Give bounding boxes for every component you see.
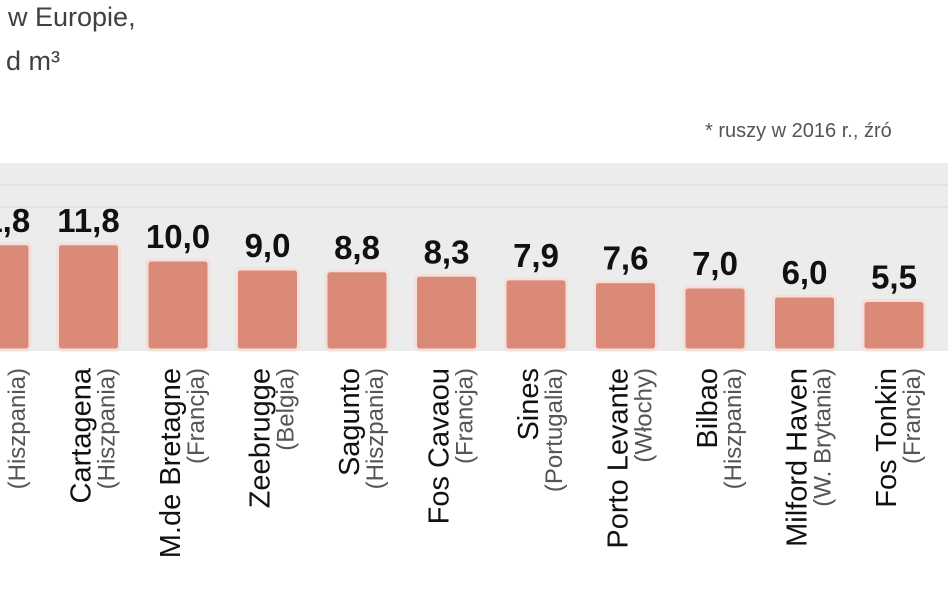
- category-label-1: Cartagena: [66, 367, 98, 503]
- bar-4: [324, 269, 390, 352]
- grid-lines: [0, 184, 948, 208]
- bar-10: [861, 299, 927, 352]
- value-label-3: 9,0: [245, 227, 291, 264]
- value-label-7: 7,6: [603, 240, 649, 277]
- category-label-9: Milford Haven: [782, 368, 814, 547]
- value-label-0: 11,8: [0, 202, 30, 239]
- chart-unit: d m³: [6, 46, 60, 76]
- country-label-7: (Włochy): [631, 368, 658, 463]
- chart-title: w Europie,: [8, 2, 136, 32]
- category-label-7: Porto Levante: [603, 368, 635, 549]
- bar-8: [682, 285, 748, 352]
- value-label-4: 8,8: [334, 229, 380, 266]
- category-label-6: Sines: [513, 368, 545, 441]
- value-label-2: 10,0: [146, 218, 210, 255]
- bar-2: [145, 258, 211, 352]
- category-label-10: Fos Tonkin: [871, 368, 903, 508]
- value-label-8: 7,0: [692, 245, 738, 282]
- value-label-6: 7,9: [513, 237, 559, 274]
- country-label-4: (Hiszpania): [362, 368, 389, 489]
- value-label-10: 5,5: [871, 259, 917, 296]
- bar-5: [414, 273, 479, 352]
- value-label-1: 11,8: [57, 202, 119, 239]
- country-label-0: (Hiszpania): [4, 368, 31, 489]
- category-label-2: M.de Bretagne: [155, 368, 187, 558]
- country-label-5: (Francja): [452, 368, 479, 464]
- category-label-5: Fos Cavaou: [424, 368, 456, 524]
- bar-9: [772, 294, 837, 352]
- bar-7: [593, 280, 658, 352]
- bar-3: [235, 267, 300, 352]
- country-label-2: (Francja): [183, 368, 210, 464]
- bar-0: [0, 242, 32, 352]
- bars-group: [0, 242, 927, 352]
- country-label-6: (Portugalia): [541, 368, 568, 492]
- value-label-9: 6,0: [782, 254, 828, 291]
- category-label-4: Sagunto: [334, 368, 366, 476]
- category-label-8: Bilbao: [692, 368, 724, 449]
- category-label-3: Zeebrugge: [245, 368, 277, 508]
- value-labels-group: 11,8 11,8 10,0 9,0 8,8 8,3 7,9 7,6 7,0 6,0 5,5: [0, 202, 917, 296]
- country-label-8: (Hiszpania): [720, 368, 747, 489]
- country-label-3: (Belgia): [273, 368, 300, 451]
- country-label-1: (Hiszpania): [94, 368, 121, 489]
- footnote: * ruszy w 2016 r., źró: [705, 120, 892, 142]
- country-label-9: (W. Brytania): [810, 368, 837, 507]
- bar-6: [503, 277, 569, 352]
- country-label-10: (Francja): [899, 368, 926, 464]
- bar-1: [56, 242, 121, 352]
- value-label-5: 8,3: [424, 233, 470, 270]
- category-labels-group: (Hiszpania) Cartagena(Hiszpania) M.de Bret…: [4, 367, 926, 558]
